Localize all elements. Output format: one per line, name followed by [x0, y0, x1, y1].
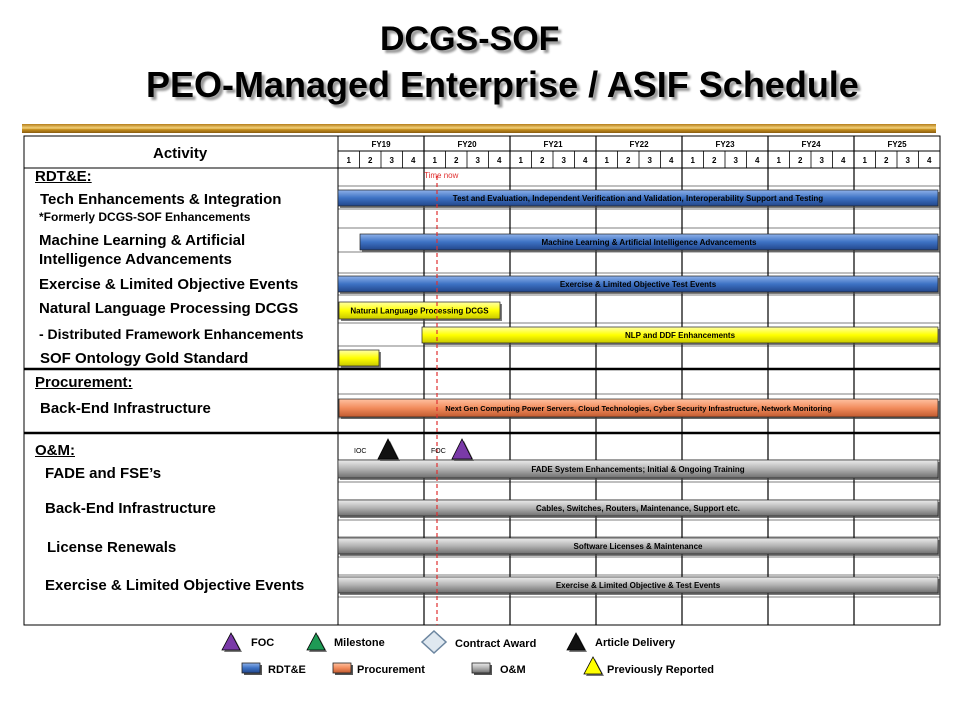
activity-fade: FADE and FSE’s — [45, 465, 162, 482]
fy-label: FY21 — [543, 140, 563, 149]
quarter-label: 1 — [605, 156, 610, 165]
quarter-label: 3 — [390, 156, 395, 165]
quarter-label: 1 — [777, 156, 782, 165]
quarter-label: 4 — [841, 156, 846, 165]
bar-exercise-rdte-label: Exercise & Limited Objective Test Events — [560, 280, 717, 289]
bar-tech-label: Test and Evaluation, Independent Verific… — [453, 194, 824, 203]
legend-article-delivery-label: Article Delivery — [595, 637, 676, 649]
activity-header: Activity — [153, 145, 208, 162]
bar-backend-om-label: Cables, Switches, Routers, Maintenance, … — [536, 504, 740, 513]
activity-exercise-rdte: Exercise & Limited Objective Events — [39, 276, 299, 293]
fy-label: FY20 — [457, 140, 477, 149]
legend-article-delivery-icon — [566, 632, 586, 651]
quarter-label: 3 — [906, 156, 911, 165]
legend-procurement-label: Procurement — [357, 664, 425, 676]
activity-ml-line1: Machine Learning & Artificial — [39, 232, 246, 249]
legend-foc-icon — [221, 632, 241, 651]
bar-backend-proc — [338, 398, 939, 418]
foc-label: FOC — [431, 448, 446, 455]
bar-ml-label: Machine Learning & Artificial Intelligen… — [541, 238, 757, 247]
quarter-label: 1 — [519, 156, 524, 165]
quarter-label: 4 — [927, 156, 932, 165]
fy-label: FY25 — [887, 140, 907, 149]
quarter-label: 2 — [884, 156, 889, 165]
activity-ml-line2: Intelligence Advancements — [39, 251, 232, 268]
bar-license-label: Software Licenses & Maintenance — [574, 542, 703, 551]
legend-rdte-label: RDT&E — [268, 664, 306, 676]
bar-tech — [337, 189, 939, 207]
fy-label: FY22 — [629, 140, 649, 149]
fy-label: FY23 — [715, 140, 735, 149]
bar-ontology — [338, 349, 380, 367]
section-rdte: RDT&E: — [35, 168, 92, 185]
legend-previously-reported-label: Previously Reported — [607, 664, 714, 676]
quarter-label: 1 — [863, 156, 868, 165]
quarter-label: 1 — [347, 156, 352, 165]
quarter-label: 3 — [820, 156, 825, 165]
quarter-label: 2 — [368, 156, 373, 165]
activity-ddf: - Distributed Framework Enhancements — [39, 326, 304, 342]
bar-license — [337, 537, 939, 555]
quarter-label: 4 — [755, 156, 760, 165]
bar-fade — [337, 459, 939, 479]
section-procurement: Procurement: — [35, 374, 133, 391]
activity-ontology: SOF Ontology Gold Standard — [40, 350, 249, 367]
time-now-label: Time now — [424, 171, 459, 180]
activity-nlp: Natural Language Processing DCGS — [39, 300, 299, 317]
bar-exercise-om — [337, 576, 939, 594]
bar-fade-label: FADE System Enhancements; Initial & Ongo… — [531, 465, 744, 474]
legend-foc-label: FOC — [251, 637, 274, 649]
bar-backend-proc-label: Next Gen Computing Power Servers, Cloud … — [445, 404, 832, 413]
bar-exercise-om-label: Exercise & Limited Objective & Test Even… — [556, 581, 721, 590]
title-line-1: DCGS-SOF — [380, 20, 560, 58]
bar-nlp-label: Natural Language Processing DCGS — [350, 307, 489, 316]
quarter-label: 3 — [734, 156, 739, 165]
quarter-label: 2 — [540, 156, 545, 165]
activity-tech: Tech Enhancements & Integration — [40, 191, 282, 208]
bar-nlp-ddf-label: NLP and DDF Enhancements — [625, 331, 736, 340]
quarter-label: 4 — [583, 156, 588, 165]
quarter-label: 1 — [691, 156, 696, 165]
bar-nlp — [338, 301, 501, 320]
legend-om-icon — [471, 662, 491, 674]
legend-milestone-label: Milestone — [334, 637, 385, 649]
foc-marker — [451, 438, 473, 460]
legend-contract-award-label: Contract Award — [455, 638, 536, 650]
quarter-label: 4 — [497, 156, 502, 165]
activity-license: License Renewals — [47, 539, 177, 556]
legend-procurement-icon — [332, 662, 352, 674]
quarter-label: 2 — [626, 156, 631, 165]
bar-backend-om — [337, 499, 939, 517]
quarter-label: 2 — [454, 156, 459, 165]
quarter-label: 3 — [648, 156, 653, 165]
legend-milestone-icon — [306, 632, 326, 651]
ioc-label: IOC — [354, 448, 366, 455]
quarter-label: 3 — [562, 156, 567, 165]
quarter-label: 4 — [669, 156, 674, 165]
legend-om-label: O&M — [500, 664, 526, 676]
quarter-label: 1 — [433, 156, 438, 165]
bar-exercise-rdte — [337, 275, 939, 293]
title-line-2: PEO-Managed Enterprise / ASIF Schedule — [146, 64, 859, 105]
activity-backend-om: Back-End Infrastructure — [45, 500, 216, 517]
legend-previously-reported-icon — [583, 656, 603, 675]
activity-backend-proc: Back-End Infrastructure — [40, 400, 211, 417]
fy-label: FY19 — [371, 140, 391, 149]
quarter-label: 2 — [798, 156, 803, 165]
ioc-article-delivery-marker — [377, 438, 399, 460]
quarter-label: 2 — [712, 156, 717, 165]
activity-tech-note: *Formerly DCGS-SOF Enhancements — [39, 210, 251, 224]
bar-ml — [359, 233, 939, 251]
activity-exercise-om: Exercise & Limited Objective Events — [45, 577, 305, 594]
section-om: O&M: — [35, 442, 75, 459]
quarter-label: 4 — [411, 156, 416, 165]
quarter-label: 3 — [476, 156, 481, 165]
legend-rdte-icon — [241, 662, 261, 674]
title-divider — [22, 124, 936, 133]
fy-label: FY24 — [801, 140, 821, 149]
bar-nlp-ddf — [421, 326, 939, 344]
legend-contract-award-icon — [420, 629, 448, 655]
